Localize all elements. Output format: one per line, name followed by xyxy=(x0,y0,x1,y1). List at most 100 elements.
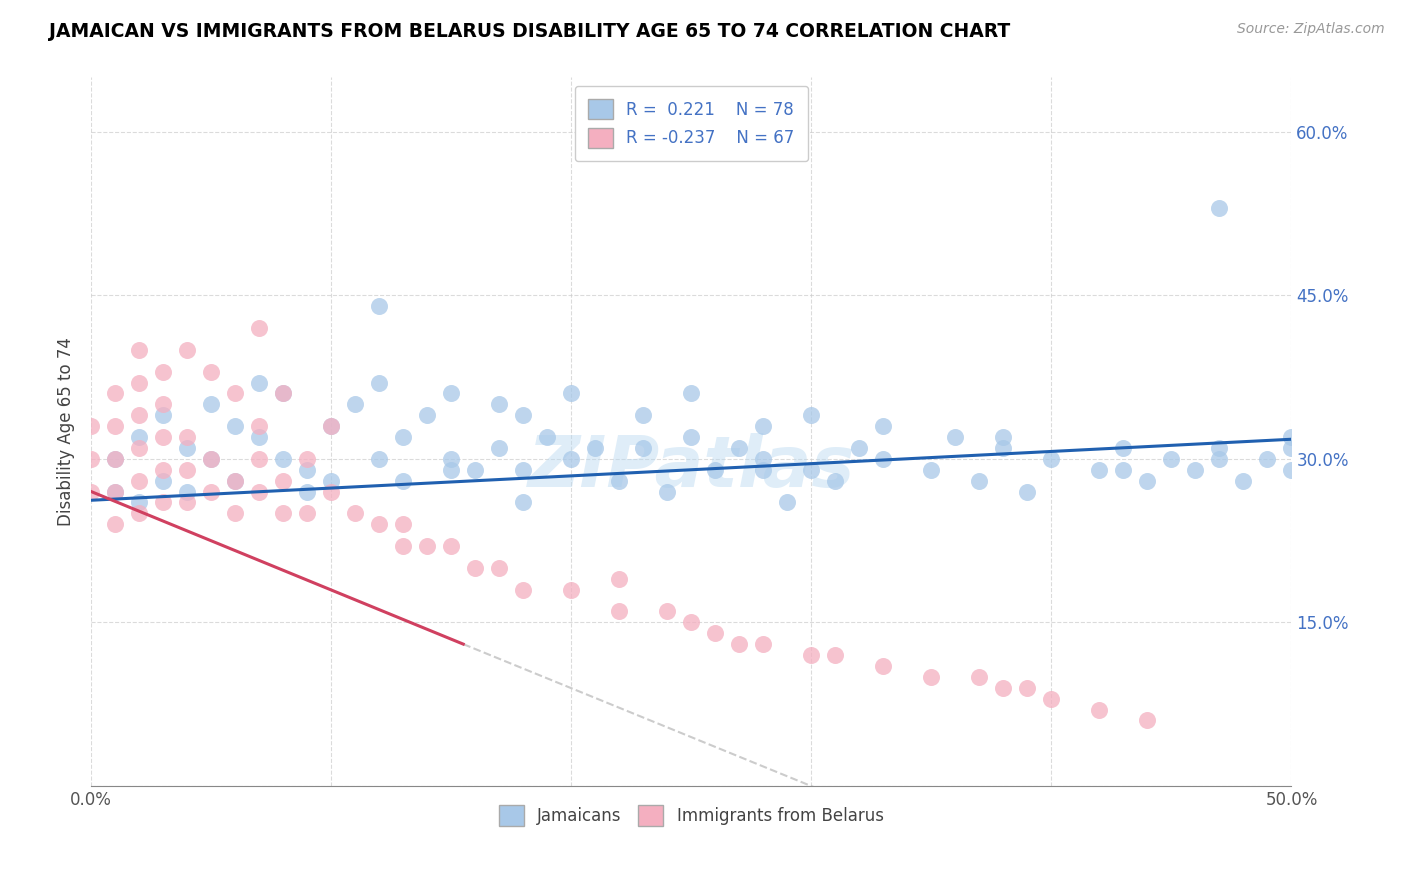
Point xyxy=(440,386,463,401)
Point xyxy=(128,376,150,390)
Point xyxy=(440,539,463,553)
Point xyxy=(271,474,294,488)
Point xyxy=(1088,702,1111,716)
Point xyxy=(1281,430,1303,444)
Point xyxy=(488,441,510,455)
Text: Source: ZipAtlas.com: Source: ZipAtlas.com xyxy=(1237,22,1385,37)
Point xyxy=(224,419,246,434)
Point xyxy=(1281,463,1303,477)
Point xyxy=(128,495,150,509)
Point xyxy=(464,463,486,477)
Point xyxy=(1088,463,1111,477)
Point xyxy=(920,463,942,477)
Point xyxy=(1040,691,1063,706)
Point xyxy=(1017,681,1039,695)
Point xyxy=(321,484,343,499)
Point xyxy=(872,419,894,434)
Point xyxy=(104,484,127,499)
Point xyxy=(681,386,703,401)
Point xyxy=(224,474,246,488)
Point xyxy=(1208,201,1230,215)
Point xyxy=(344,506,367,520)
Point xyxy=(368,376,391,390)
Point xyxy=(128,474,150,488)
Point xyxy=(464,561,486,575)
Point xyxy=(800,648,823,662)
Point xyxy=(247,376,270,390)
Point xyxy=(512,495,534,509)
Point xyxy=(704,626,727,640)
Point xyxy=(728,637,751,651)
Point xyxy=(128,430,150,444)
Point xyxy=(657,604,679,618)
Point xyxy=(681,430,703,444)
Point xyxy=(681,615,703,630)
Point xyxy=(993,441,1015,455)
Point xyxy=(321,419,343,434)
Point xyxy=(392,474,415,488)
Point xyxy=(271,451,294,466)
Point xyxy=(1160,451,1182,466)
Point xyxy=(392,430,415,444)
Point xyxy=(295,463,318,477)
Text: ZIPatlas: ZIPatlas xyxy=(527,433,855,501)
Point xyxy=(560,386,582,401)
Point xyxy=(1017,484,1039,499)
Point xyxy=(633,441,655,455)
Point xyxy=(392,539,415,553)
Point xyxy=(969,474,991,488)
Point xyxy=(776,495,799,509)
Point xyxy=(224,506,246,520)
Point xyxy=(271,386,294,401)
Text: JAMAICAN VS IMMIGRANTS FROM BELARUS DISABILITY AGE 65 TO 74 CORRELATION CHART: JAMAICAN VS IMMIGRANTS FROM BELARUS DISA… xyxy=(49,22,1011,41)
Point xyxy=(560,582,582,597)
Point xyxy=(368,451,391,466)
Point xyxy=(440,463,463,477)
Point xyxy=(752,463,775,477)
Point xyxy=(344,397,367,411)
Point xyxy=(752,419,775,434)
Point xyxy=(488,561,510,575)
Point xyxy=(128,409,150,423)
Point xyxy=(969,670,991,684)
Point xyxy=(1136,714,1159,728)
Point xyxy=(295,451,318,466)
Point xyxy=(152,409,174,423)
Point xyxy=(104,451,127,466)
Point xyxy=(800,463,823,477)
Point xyxy=(560,451,582,466)
Point xyxy=(80,451,103,466)
Point xyxy=(1040,451,1063,466)
Point xyxy=(536,430,558,444)
Point xyxy=(200,451,222,466)
Point xyxy=(728,441,751,455)
Point xyxy=(104,517,127,532)
Point xyxy=(152,365,174,379)
Point xyxy=(247,484,270,499)
Point xyxy=(368,299,391,313)
Point xyxy=(152,495,174,509)
Point xyxy=(104,484,127,499)
Point xyxy=(104,386,127,401)
Point xyxy=(176,484,198,499)
Point xyxy=(1136,474,1159,488)
Point xyxy=(872,659,894,673)
Point xyxy=(824,648,846,662)
Point xyxy=(607,572,630,586)
Point xyxy=(176,343,198,357)
Point xyxy=(152,397,174,411)
Point xyxy=(512,409,534,423)
Point xyxy=(1208,441,1230,455)
Point xyxy=(368,517,391,532)
Point xyxy=(704,463,727,477)
Point xyxy=(1112,441,1135,455)
Point xyxy=(295,506,318,520)
Point xyxy=(200,397,222,411)
Point xyxy=(993,681,1015,695)
Point xyxy=(633,409,655,423)
Point xyxy=(848,441,870,455)
Point xyxy=(1112,463,1135,477)
Point xyxy=(752,637,775,651)
Point xyxy=(1208,451,1230,466)
Point xyxy=(321,419,343,434)
